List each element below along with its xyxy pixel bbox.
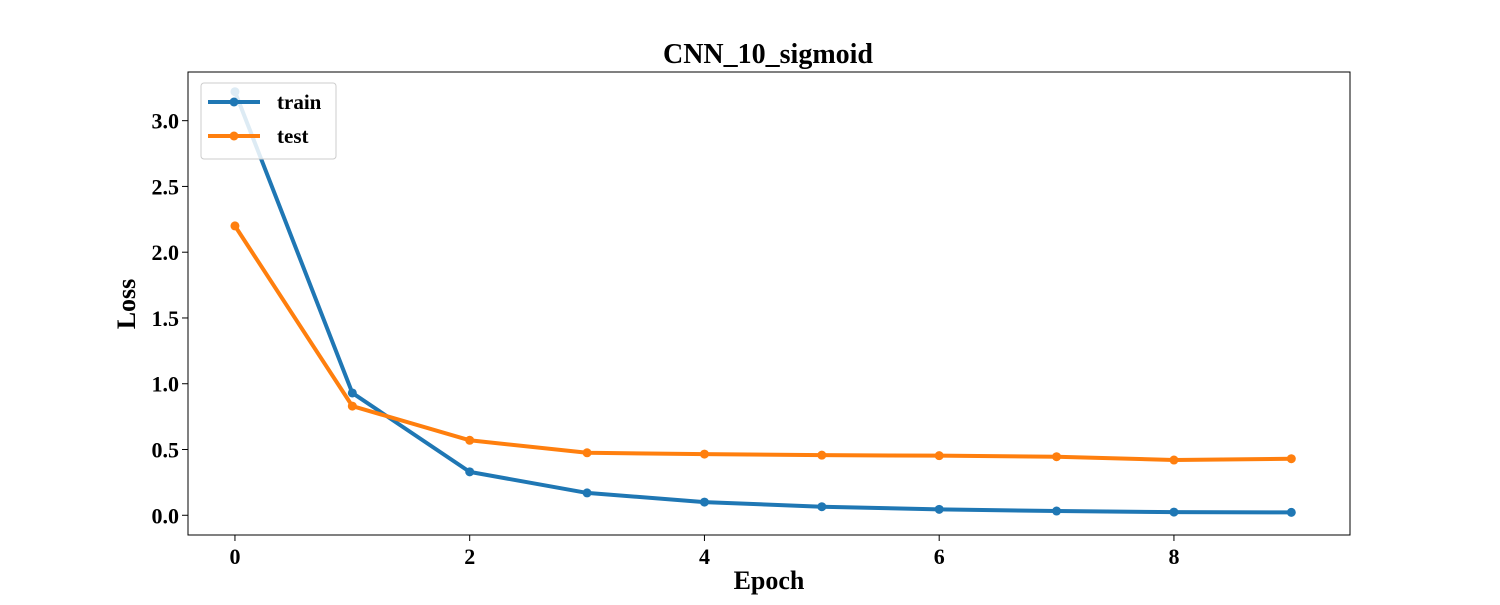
series-line-train <box>232 89 1294 515</box>
legend: train test <box>200 82 337 160</box>
data-point-test <box>582 448 592 458</box>
data-point-test <box>230 221 240 231</box>
y-tick-label: 0.5 <box>152 438 180 463</box>
data-point-train <box>934 504 944 514</box>
data-point-test <box>1169 455 1179 465</box>
data-point-train <box>1286 507 1296 517</box>
y-tick-label: 1.0 <box>152 372 180 397</box>
data-point-test <box>817 450 827 460</box>
y-tick-label: 1.5 <box>152 306 180 331</box>
y-tick-label: 0.0 <box>152 503 180 528</box>
data-point-train <box>347 388 357 398</box>
legend-label-test: test <box>277 124 308 148</box>
data-point-train <box>465 467 475 477</box>
legend-label-train: train <box>277 90 322 114</box>
data-point-train <box>582 488 592 498</box>
data-point-test <box>934 451 944 461</box>
x-tick-label: 0 <box>229 544 240 569</box>
legend-entry-test: test <box>208 124 308 148</box>
x-axis: 0 2 4 6 8 <box>229 535 1179 569</box>
y-tick-label: 2.0 <box>152 240 180 265</box>
x-tick-label: 2 <box>464 544 475 569</box>
data-point-train <box>817 502 827 512</box>
y-axis-label: Loss <box>112 279 141 330</box>
legend-marker-train <box>229 97 239 107</box>
data-point-test <box>465 435 475 445</box>
legend-entry-train: train <box>208 90 322 114</box>
series-layer <box>230 87 1296 517</box>
data-point-test <box>1052 452 1062 462</box>
y-axis: 0.0 0.5 1.0 1.5 2.0 2.5 3.0 <box>152 109 188 528</box>
data-point-train <box>1052 506 1062 516</box>
x-tick-label: 8 <box>1168 544 1179 569</box>
legend-marker-test <box>229 131 239 141</box>
data-point-train <box>1169 507 1179 517</box>
data-point-train <box>699 497 709 507</box>
data-point-test <box>699 449 709 459</box>
y-tick-label: 2.5 <box>152 174 180 199</box>
x-tick-label: 4 <box>699 544 710 569</box>
data-point-test <box>1286 454 1296 464</box>
plot-area-frame <box>187 71 1351 536</box>
x-tick-label: 6 <box>934 544 945 569</box>
series-line-test <box>232 223 1294 463</box>
chart-title: CNN_10_sigmoid <box>663 39 873 70</box>
x-axis-label: Epoch <box>734 566 805 595</box>
y-tick-label: 3.0 <box>152 109 180 134</box>
data-point-test <box>347 401 357 411</box>
